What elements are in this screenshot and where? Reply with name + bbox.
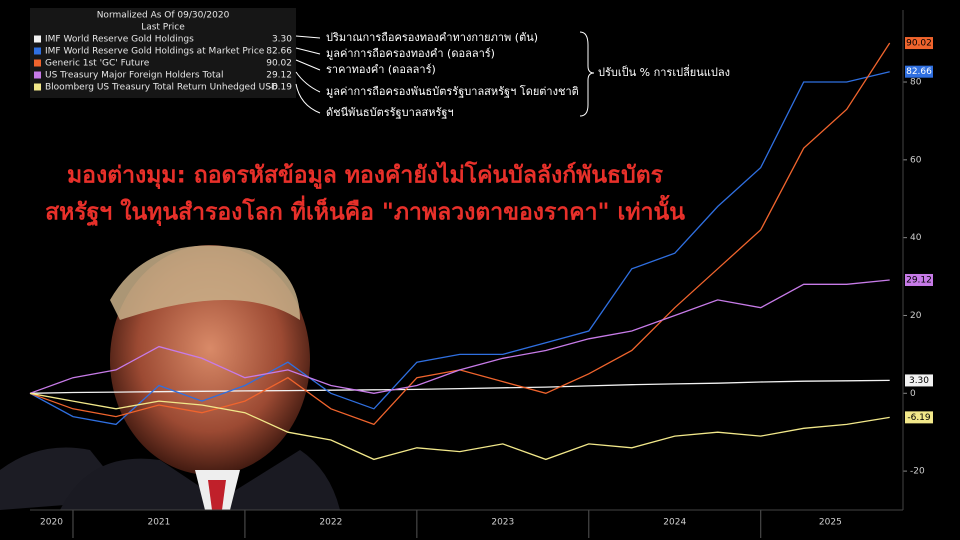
last-price-label: 3.30 (909, 376, 929, 386)
lines (29, 42, 891, 461)
legend-value: 3.30 (272, 35, 292, 45)
last-price-tag (905, 65, 933, 78)
annotation: มูลค่าการถือครองพันธบัตรรัฐบาลสหรัฐฯ โดย… (326, 84, 579, 98)
legend-swatch (34, 59, 41, 67)
headline: มองต่างมุม: ถอดรหัสข้อมูล ทองคำยังไม่โค่… (67, 161, 664, 190)
headline: สหรัฐฯ ในทุนสำรองโลก ที่เห็นคือ "ภาพลวงต… (45, 195, 685, 227)
legend-swatch (34, 47, 41, 55)
photo (0, 245, 340, 510)
y-tick-label: 0 (910, 389, 916, 399)
last-price-tag (905, 273, 933, 286)
legend-header: Normalized As Of 09/30/2020 (97, 11, 230, 21)
series-line (29, 279, 890, 394)
legend-label: US Treasury Major Foreign Holders Total (45, 71, 224, 81)
annotation: ราคาทองคำ (ดอลลาร์) (326, 63, 436, 76)
y-tick-label: 20 (910, 311, 922, 321)
x-tick-label: 2024 (663, 518, 686, 528)
legend-value: -6.19 (269, 83, 293, 93)
annotation: มูลค่าการถือครองทองคำ (ดอลลาร์) (326, 47, 495, 60)
y-tick-label: 80 (910, 78, 922, 88)
legend-value: 82.66 (266, 47, 292, 57)
series-line (29, 71, 890, 426)
last-price-label: -6.19 (907, 413, 931, 423)
last-price-label: 29.12 (906, 275, 932, 285)
legend-swatch (34, 83, 41, 91)
last-price-tag (905, 37, 933, 50)
legend: IMF World Reserve Gold Holdings 3.30 IMF W… (34, 35, 292, 93)
annotation: ดัชนีพันธบัตรรัฐบาลสหรัฐฯ (326, 106, 454, 119)
legend-label: IMF World Reserve Gold Holdings at Marke… (45, 47, 265, 57)
x-tick-label: 2022 (319, 518, 342, 528)
legend-value: 90.02 (266, 59, 292, 69)
annotation: ปริมาณการถือครองทองคำทางกายภาพ (ตัน) (326, 31, 538, 44)
x-tick-label: 2023 (491, 518, 514, 528)
legend-label: IMF World Reserve Gold Holdings (45, 35, 194, 45)
grid (72, 81, 907, 538)
last-price-label: 82.66 (906, 67, 932, 77)
x-tick-label: 2021 (147, 518, 170, 528)
last-price-label: 90.02 (906, 39, 932, 49)
x-tick-label: 2020 (40, 518, 63, 528)
legend-value: 29.12 (266, 71, 292, 81)
legend-label: Bloomberg US Treasury Total Return Unhed… (45, 83, 278, 93)
legend-box (30, 8, 296, 98)
series-line (29, 392, 890, 461)
last-price-tag (905, 411, 933, 424)
x-tick-label: 2025 (819, 518, 842, 528)
legend-label: Generic 1st 'GC' Future (45, 59, 150, 69)
y-tick-label: -20 (910, 467, 925, 477)
legend-swatch (34, 71, 41, 79)
annotation-arrows (295, 31, 595, 117)
last-price-tag (905, 374, 933, 387)
legend-subheader: Last Price (141, 23, 185, 33)
axis-labels: -20 0 20 40 60 80 2020 2021 2022 2023 2024 2025 3.30… (40, 37, 933, 528)
series-line (29, 379, 890, 394)
y-tick-label: 40 (910, 233, 922, 243)
legend-swatch (34, 35, 41, 43)
y-tick-label: 60 (910, 155, 922, 165)
side-note: ปรับเป็น % การเปลี่ยนแปลง (598, 64, 730, 79)
